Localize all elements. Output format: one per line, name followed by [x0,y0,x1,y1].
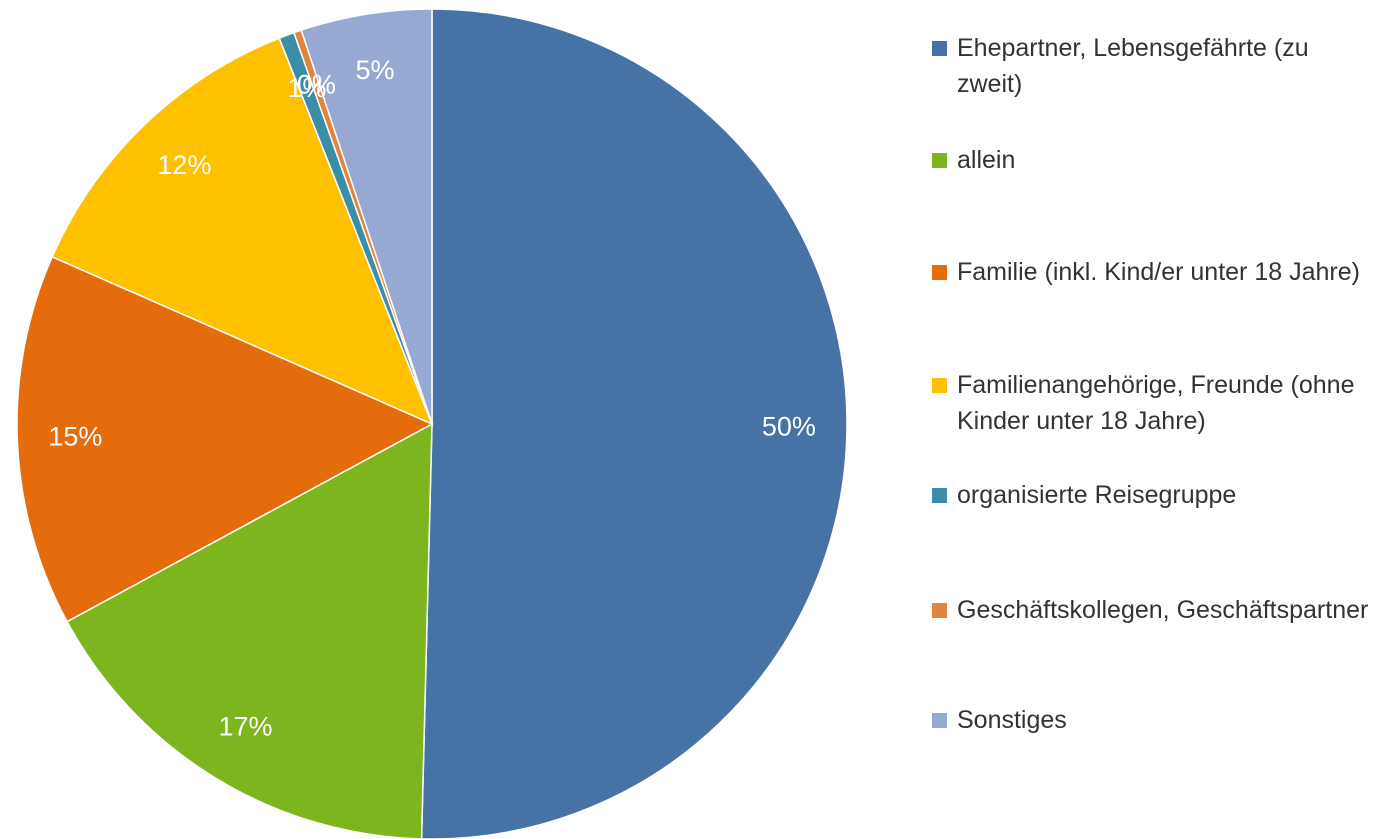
legend-label: Sonstiges [957,706,1067,734]
pie-slice [300,8,433,425]
legend-item: organisierte Reisegruppe [932,477,1372,513]
legend-label: organisierte Reisegruppe [957,481,1237,509]
legend-swatch [932,153,947,168]
legend-item: Sonstiges [932,702,1372,738]
legend-swatch [932,378,947,393]
legend-label: Familie (inkl. Kind/er unter 18 Jahre) [957,258,1360,286]
slice-label: 0% [297,69,336,99]
slice-label: 15% [48,422,102,452]
legend-swatch [932,265,947,280]
pie-slice [51,37,434,426]
slice-label: 5% [356,55,395,85]
legend-label: allein [957,146,1016,174]
legend-item: Familienangehörige, Freunde (ohne Kinder… [932,367,1372,439]
slice-label: 1% [287,73,326,103]
legend-swatch [932,713,947,728]
slice-label: 12% [157,150,211,180]
pie-slice [16,255,434,623]
legend-item: Familie (inkl. Kind/er unter 18 Jahre) [932,254,1372,290]
legend-item: Ehepartner, Lebensgefährte (zu zweit) [932,30,1372,102]
pie-slice [66,422,433,839]
slice-label: 17% [218,711,272,741]
legend-item: allein [932,142,1372,178]
legend-swatch [932,41,947,56]
legend-swatch [932,603,947,618]
slice-label: 50% [762,412,816,442]
legend-label: Ehepartner, Lebensgefährte (zu zweit) [957,34,1309,98]
legend-label: Familienangehörige, Freunde (ohne Kinder… [957,371,1355,435]
pie-slice [420,8,848,839]
legend-label: Geschäftskollegen, Geschäftspartner [957,596,1369,624]
pie-area: 50% 17% 15% 12% 1%0% 5% [16,8,848,839]
legend-swatch [932,488,947,503]
legend-item: Geschäftskollegen, Geschäftspartner [932,592,1372,628]
